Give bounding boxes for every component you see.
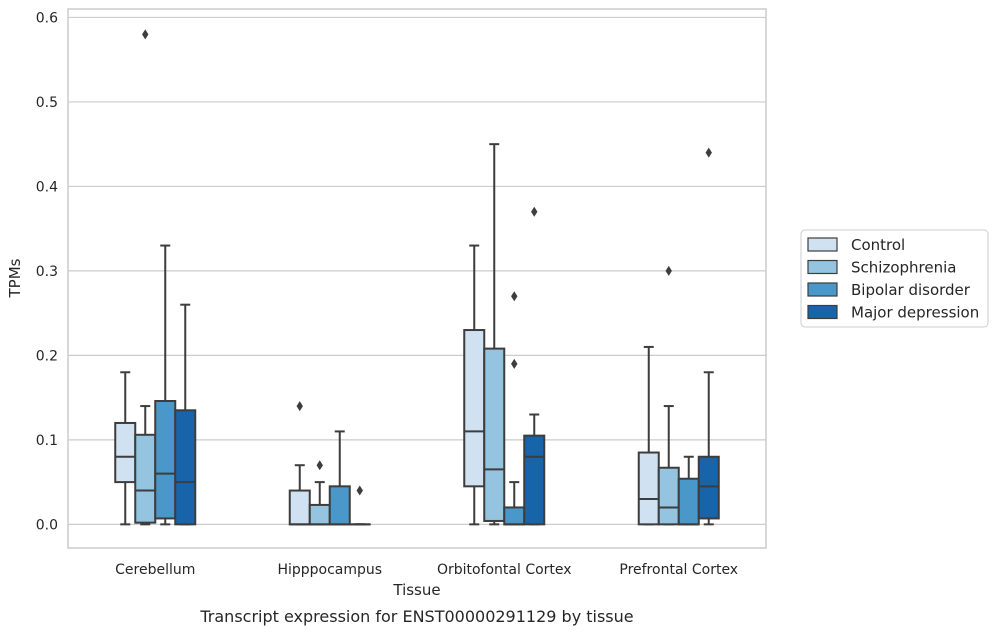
box-1-0 [134, 29, 157, 526]
box-iqr [154, 400, 177, 520]
legend-label: Bipolar disorder [851, 281, 971, 299]
box-iqr [288, 489, 311, 526]
box-2-1 [328, 430, 351, 526]
legend-swatch [807, 259, 838, 275]
outlier-point [531, 206, 538, 217]
box-iqr [308, 503, 331, 526]
box-3-1 [348, 485, 371, 526]
legend-label: Control [851, 236, 905, 254]
y-tick-label: 0.3 [36, 264, 58, 280]
outlier-point [296, 401, 303, 412]
outlier-point [665, 265, 672, 276]
y-tick-label: 0.6 [36, 10, 58, 26]
x-tick-label: Hipppocampus [277, 562, 382, 578]
y-tick-label: 0.5 [36, 95, 58, 111]
box-1-3 [657, 265, 680, 526]
y-axis-ticks: 0.0 0.1 0.2 0.3 0.4 0.5 0.6 [36, 10, 58, 533]
y-tick-label: 0.1 [36, 433, 58, 449]
box-1-2 [483, 143, 506, 526]
box-iqr [134, 433, 157, 524]
box-iqr [697, 455, 720, 520]
outlier-point [511, 291, 518, 302]
legend-swatch [807, 282, 838, 297]
box-2-0 [154, 244, 177, 526]
outlier-point [356, 485, 363, 496]
figure-caption: Transcript expression for ENST0000029112… [199, 607, 633, 626]
x-axis-label: Tissue [392, 581, 440, 599]
box-3-3 [697, 147, 720, 526]
plot-frame [67, 8, 767, 549]
legend: Control Schizophrenia Bipolar disorder Majo… [800, 229, 989, 328]
legend-swatch [807, 304, 838, 320]
box-iqr [523, 434, 546, 526]
box-iqr [483, 347, 506, 522]
y-axis-label: TPMs [6, 258, 24, 298]
box-iqr [114, 421, 137, 484]
box-plot-area [114, 29, 720, 526]
box-2-2 [503, 291, 526, 526]
outlier-point [142, 29, 149, 40]
x-tick-label: Prefrontal Cortex [619, 562, 738, 578]
box-0-3 [637, 345, 660, 526]
box-2-3 [677, 455, 700, 526]
box-3-2 [523, 206, 546, 526]
box-0-1 [288, 401, 311, 526]
legend-label: Major depression [851, 304, 979, 322]
outlier-point [511, 358, 518, 369]
box-iqr [463, 329, 486, 488]
box-iqr [174, 409, 197, 526]
box-3-0 [174, 303, 197, 526]
outlier-point [705, 147, 712, 158]
legend-frame [800, 229, 989, 328]
x-tick-label: Orbitofontal Cortex [437, 562, 572, 578]
outlier-point [316, 460, 323, 471]
box-iqr [328, 485, 351, 526]
box-iqr [677, 477, 700, 526]
legend-label: Schizophrenia [851, 259, 956, 277]
x-axis-ticks: Cerebellum Hipppocampus Orbitofontal Corte… [115, 562, 738, 578]
legend-swatch [807, 237, 838, 252]
y-tick-label: 0.0 [36, 517, 58, 533]
y-tick-label: 0.4 [36, 179, 58, 195]
box-iqr [637, 451, 660, 526]
box-1-1 [308, 460, 331, 526]
box-0-0 [114, 371, 137, 526]
box-iqr [657, 466, 680, 526]
box-iqr [503, 506, 526, 526]
y-tick-label: 0.2 [36, 348, 58, 364]
box-0-2 [463, 244, 486, 526]
x-tick-label: Cerebellum [115, 562, 195, 578]
